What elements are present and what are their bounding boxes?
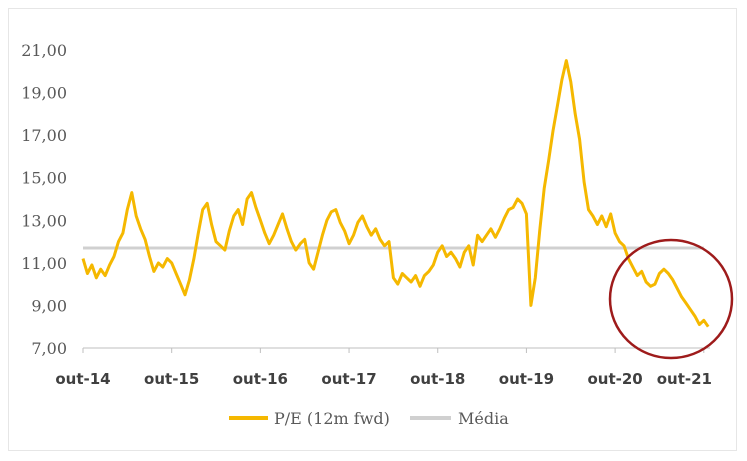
- series-layer: [81, 59, 710, 328]
- legend-label-media: Média: [458, 409, 509, 428]
- y-tick-label: 7,00: [31, 339, 67, 358]
- series-line-pe: [81, 59, 710, 328]
- y-tick-label: 17,00: [21, 126, 67, 145]
- legend-label-pe: P/E (12m fwd): [274, 409, 390, 428]
- y-tick-label: 15,00: [21, 169, 67, 188]
- y-tick-label: 21,00: [21, 41, 67, 60]
- y-tick-label: 13,00: [21, 211, 67, 230]
- x-tick-label: out-16: [233, 370, 288, 388]
- x-tick-label: out-14: [55, 370, 110, 388]
- y-tick-label: 9,00: [31, 296, 67, 315]
- y-axis: 21,00 19,00 17,00 15,00 13,00 11,00 9,00 7,00: [21, 41, 67, 358]
- highlight-circle: [608, 238, 734, 360]
- x-tick-label: out-15: [144, 370, 199, 388]
- x-tick-label: out-20: [587, 370, 642, 388]
- x-tick-label: out-21: [657, 370, 712, 388]
- y-tick-label: 11,00: [21, 254, 67, 273]
- x-tick-label: out-18: [410, 370, 465, 388]
- chart-frame: [8, 8, 737, 451]
- x-axis: out-14 out-15 out-16 out-17 out-18 out-19 out-…: [55, 347, 712, 388]
- y-tick-label: 19,00: [21, 84, 67, 103]
- x-tick-label: out-19: [499, 370, 554, 388]
- x-tick-label: out-17: [321, 370, 376, 388]
- legend: P/E (12m fwd) Média: [229, 409, 509, 428]
